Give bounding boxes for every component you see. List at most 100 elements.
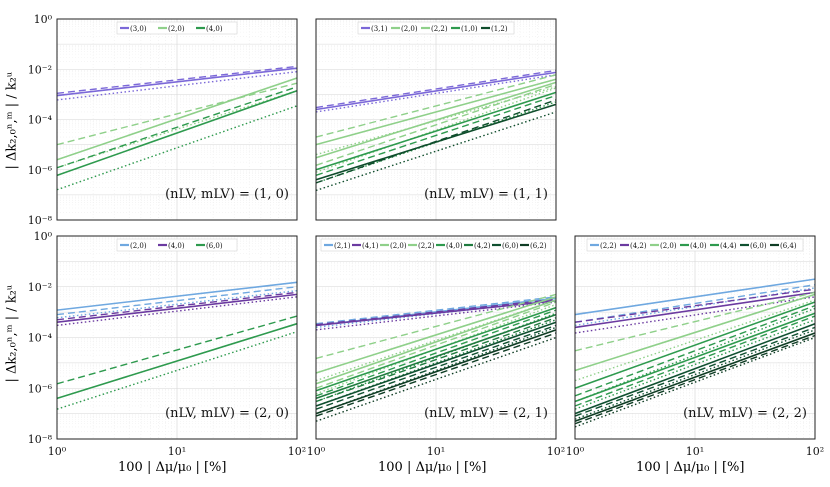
panel-5: 10⁰ 10¹ 10² (2,2) (4,2) (2,0) (4,0) (4,4) (6,0) (… <box>566 235 824 458</box>
y-tick-label: 10⁻⁴ <box>28 332 53 345</box>
x-tick-label: 10⁰ <box>48 445 67 458</box>
series-(3,0)-solid <box>56 67 298 97</box>
series-(4,0)-dashed <box>56 291 298 321</box>
series-(3,1)-solid <box>315 71 557 111</box>
legend-entry-(6,0): (6,0) <box>502 242 519 250</box>
legend-entry-(2,0): (2,0) <box>168 25 185 33</box>
y-tick-label: 10⁻⁸ <box>28 433 53 446</box>
series-(2,0)-dashed <box>56 82 298 146</box>
y-tick-label: 10⁻⁶ <box>28 382 53 395</box>
series-(6,4)-solid <box>574 332 816 423</box>
legend-entry-(2,2): (2,2) <box>600 242 617 250</box>
series-(3,1)-dotted <box>315 74 557 113</box>
legend-entry-(4,0): (4,0) <box>206 25 223 33</box>
axes-frame <box>315 235 557 440</box>
series-(6,2)-dashed <box>315 332 557 417</box>
series-(2,0)-dashed <box>56 286 298 316</box>
legend-entry-(2,2): (2,2) <box>431 25 448 33</box>
series-(4,0)-solid <box>56 89 298 177</box>
series-(4,2)-dotted <box>315 319 557 407</box>
y-tick-label: 10⁻⁶ <box>28 164 53 177</box>
y-tick-label: 10⁻⁴ <box>28 114 53 127</box>
legend-box <box>116 238 238 252</box>
legend-entry-(2,0): (2,0) <box>660 242 677 250</box>
series-(6,0)-solid <box>56 322 298 400</box>
series-(2,0)-dashed <box>315 74 557 138</box>
series-(4,2)-solid <box>315 313 557 400</box>
series-(4,1)-dashed <box>315 298 557 326</box>
series-(3,0)-dotted <box>56 70 298 101</box>
series-(6,0)-solid <box>315 321 557 407</box>
legend-entry-(4,2): (4,2) <box>630 242 647 250</box>
x-tick-label: 10⁰ <box>566 445 585 458</box>
series-(4,0)-dotted <box>56 296 298 327</box>
x-tick-label: 10² <box>806 445 824 458</box>
x-tick-label: 10⁰ <box>307 445 326 458</box>
legend-entry-(2,0): (2,0) <box>390 242 407 250</box>
series-(2,2)-dashed <box>315 83 557 166</box>
series-(2,2)-solid <box>315 299 557 385</box>
panel-annotation: (nLV, mLV) = (2, 1) <box>424 406 548 421</box>
series-(1,0)-solid <box>315 91 557 171</box>
legend-entry-(1,2): (1,2) <box>491 25 508 33</box>
axes-frame <box>574 235 816 440</box>
series-(4,0)-solid <box>315 306 557 392</box>
legend-entry-(4,4): (4,4) <box>720 242 737 250</box>
x-tick-label: 10¹ <box>686 445 704 458</box>
series-(6,4)-dotted <box>574 336 816 428</box>
series-(4,2)-dotted <box>574 296 816 334</box>
legend-entry-(6,0): (6,0) <box>750 242 767 250</box>
series-(2,0)-solid <box>56 281 298 311</box>
x-tick-label: 10² <box>547 445 565 458</box>
series-(3,0)-dashed <box>56 65 298 95</box>
series-(6,0)-dashed <box>56 315 298 385</box>
legend-entry-(2,2): (2,2) <box>418 242 435 250</box>
legend-entry-(4,0): (4,0) <box>690 242 707 250</box>
series-(4,4)-dashed <box>574 315 816 407</box>
x-axis-label-middle: 100 | Δμ/μ₀ | [%] <box>378 460 487 475</box>
legend-box <box>116 21 238 35</box>
series-(4,0)-dashed <box>574 304 816 397</box>
series-(6,4)-dashed <box>574 334 816 425</box>
series-(2,0)-solid <box>574 293 816 372</box>
series-(4,0)-dashed <box>56 86 298 169</box>
series-(2,2)-solid <box>315 81 557 159</box>
x-tick-label: 10¹ <box>427 445 445 458</box>
legend-entry-(1,0): (1,0) <box>461 25 478 33</box>
x-tick-label: 10¹ <box>168 445 186 458</box>
series-(6,0)-dotted <box>574 329 816 420</box>
y-tick-label: 10⁻² <box>28 281 52 294</box>
panel-1: 10⁰ 10⁻² 10⁻⁴ 10⁻⁶ 10⁻⁸ (3,0) (2,0) (4,0) (nLV, … <box>28 13 298 227</box>
x-tick-label: 10² <box>288 445 306 458</box>
axes-frame <box>56 235 298 440</box>
series-(6,0)-dotted <box>315 326 557 415</box>
series-(2,0)-dashed <box>574 291 816 352</box>
legend-entry-(3,0): (3,0) <box>130 25 147 33</box>
legend-entry-(2,0): (2,0) <box>130 242 147 250</box>
series-(4,4)-solid <box>574 312 816 403</box>
legend-entry-(4,0): (4,0) <box>168 242 185 250</box>
panel-annotation: (nLV, mLV) = (2, 0) <box>165 406 289 421</box>
legend-box <box>357 21 515 35</box>
series-(4,0)-solid <box>574 301 816 390</box>
series-(2,0)-solid <box>56 77 298 161</box>
axes-frame <box>315 18 557 221</box>
legend-entry-(2,1): (2,1) <box>334 242 351 250</box>
y-tick-label: 10⁰ <box>34 13 53 26</box>
panel-annotation: (nLV, mLV) = (1, 0) <box>165 187 289 202</box>
series-(2,0)-solid <box>315 78 557 146</box>
series-(4,2)-solid <box>574 291 816 329</box>
x-axis-label-right: 100 | Δμ/μ₀ | [%] <box>636 460 745 475</box>
legend-entry-(2,0): (2,0) <box>401 25 418 33</box>
panel-4: 10⁰ 10¹ 10² (2,1) (4,1) (2,0) (2,2) (4,0) (4,2) (… <box>307 235 565 458</box>
series-(4,4)-dotted <box>574 319 816 410</box>
y-tick-label: 10⁰ <box>34 230 53 243</box>
x-axis-label-left: 100 | Δμ/μ₀ | [%] <box>118 460 227 475</box>
legend-entry-(4,2): (4,2) <box>474 242 491 250</box>
axes-frame <box>56 18 298 221</box>
legend-entry-(6,4): (6,4) <box>780 242 797 250</box>
series-(2,2)-dashed <box>315 301 557 389</box>
series-(2,2)-solid <box>574 278 816 316</box>
series-(2,0)-dotted <box>56 289 298 319</box>
